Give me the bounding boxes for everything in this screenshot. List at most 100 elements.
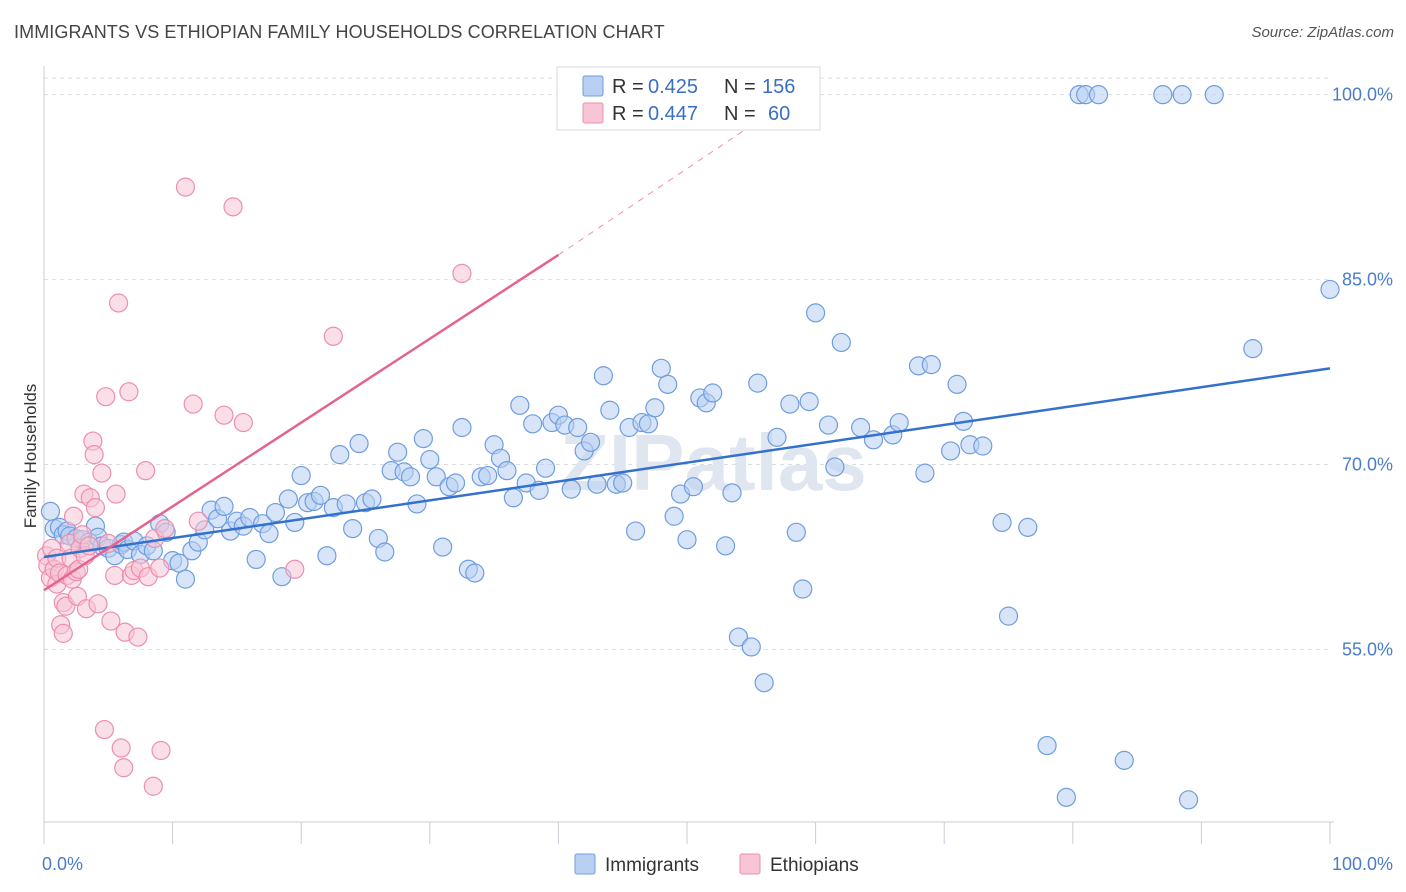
ethiopians-point-61 (323, 326, 343, 346)
chart-title: IMMIGRANTS VS ETHIOPIAN FAMILY HOUSEHOLD… (14, 22, 665, 42)
immigrants-point-98 (645, 398, 665, 418)
immigrants-point-100 (658, 374, 678, 394)
grid-lines (44, 77, 1330, 650)
immigrants-point-41 (278, 489, 298, 509)
ethiopians-point-55 (183, 394, 203, 414)
ethiopians-point-52 (151, 740, 171, 761)
immigrants-point-103 (677, 530, 697, 550)
immigrants-point-135 (992, 512, 1012, 533)
immigrants-point-88 (580, 432, 601, 452)
immigrants-point-76 (503, 488, 523, 508)
immigrants-point-121 (825, 457, 845, 477)
legend-r-value-2: 0.447 (648, 103, 698, 125)
ethiopians-point-36 (105, 565, 125, 586)
legend-swatch-immigrants (582, 75, 604, 97)
immigrants-point-49 (330, 445, 350, 465)
immigrants-point-139 (1056, 787, 1076, 807)
immigrants-point-119 (805, 303, 826, 323)
immigrants-point-85 (561, 479, 581, 499)
legend-r-label-2: R = (612, 103, 644, 125)
immigrants-point-118 (799, 392, 819, 412)
immigrants-point-116 (786, 522, 806, 542)
immigrants-point-52 (349, 433, 369, 454)
immigrants-point-147 (1204, 85, 1224, 105)
ethiopians-point-16 (63, 506, 84, 526)
immigrants-point-131 (947, 374, 967, 394)
bottom-legend-label-ethiopians: Ethiopians (770, 855, 859, 876)
bottom-legend-swatch-immigrants (574, 853, 596, 875)
x-tick-label-1: 100.0% (1332, 854, 1393, 874)
immigrants-point-75 (497, 461, 517, 481)
ethiopians-point-58 (223, 197, 243, 217)
immigrants-point-56 (375, 542, 395, 562)
ethiopians-point-35 (101, 611, 121, 631)
immigrants-point-122 (831, 332, 851, 353)
y-tick-label-0: 55.0% (1342, 639, 1393, 659)
immigrants-point-36 (246, 549, 266, 570)
immigrants-point-31 (214, 496, 234, 517)
immigrants-point-111 (741, 637, 761, 657)
immigrants-point-90 (593, 366, 614, 386)
axes (43, 66, 1334, 844)
ethiopians-point-28 (84, 445, 104, 465)
immigrants-point-143 (1114, 750, 1134, 770)
immigrants-point-109 (722, 483, 742, 503)
trend-lines (43, 125, 1331, 592)
ethiopians-point-49 (143, 776, 163, 796)
immigrants-point-107 (703, 383, 723, 403)
ethiopians-point-45 (128, 627, 148, 647)
ethiopians-point-57 (214, 405, 234, 425)
ethiopians-point-62 (452, 263, 472, 284)
ethiopians-point-54 (175, 177, 196, 197)
immigrants-point-138 (1037, 735, 1057, 756)
ethiopians-point-38 (108, 293, 129, 313)
immigrants-point-43 (291, 465, 311, 486)
x-tick-label-0: 0.0% (42, 854, 83, 874)
watermark: ZIPatlas (560, 418, 867, 507)
tick-labels: 55.0% 70.0% 85.0% 100.0% 0.0% 100.0% (42, 85, 1393, 874)
immigrants-point-58 (388, 442, 408, 462)
immigrants-point-63 (420, 449, 440, 470)
ethiopians-point-59 (233, 412, 253, 433)
ethiopians-points (36, 177, 472, 796)
immigrants-point-149 (1320, 279, 1340, 300)
immigrants-point-60 (400, 467, 421, 487)
immigrants-point-97 (638, 414, 659, 434)
immigrants-point-145 (1172, 85, 1192, 105)
immigrants-point-126 (889, 412, 909, 433)
immigrants-point-72 (478, 465, 498, 486)
immigrants-point-108 (715, 536, 736, 556)
immigrants-point-51 (343, 518, 363, 539)
ethiopians-point-47 (135, 461, 156, 481)
immigrants-point-144 (1153, 85, 1173, 105)
ethiopians-point-32 (94, 719, 115, 740)
immigrants-point-146 (1178, 790, 1199, 810)
y-tick-label-1: 70.0% (1342, 454, 1393, 474)
immigrants-point-47 (317, 546, 337, 566)
immigrants-point-39 (265, 502, 286, 523)
ethiopians-trend-extension (558, 125, 752, 256)
ethiopians-point-37 (106, 484, 126, 504)
ethiopians-point-53 (155, 518, 175, 539)
ethiopians-point-42 (119, 382, 139, 402)
immigrants-point-70 (465, 563, 485, 583)
immigrants-point-114 (767, 427, 787, 447)
ethiopians-point-56 (188, 511, 208, 531)
ethiopians-point-33 (96, 387, 116, 407)
legend-n-label-1: N = (724, 76, 756, 98)
bottom-legend-swatch-ethiopians (739, 853, 761, 875)
immigrants-point-129 (921, 355, 941, 375)
immigrants-point-65 (433, 537, 453, 557)
ethiopians-point-51 (150, 558, 170, 578)
immigrants-point-137 (1018, 517, 1038, 537)
bottom-legend: Immigrants Ethiopians (574, 853, 859, 876)
immigrants-point-62 (413, 429, 433, 449)
immigrants-point-113 (754, 673, 774, 693)
immigrants-point-46 (310, 485, 331, 505)
y-tick-label-2: 85.0% (1342, 270, 1393, 290)
legend-r-value-1: 0.425 (648, 76, 698, 98)
immigrants-point-142 (1088, 85, 1109, 105)
immigrants-point-95 (625, 521, 646, 541)
immigrants-point-68 (452, 417, 472, 438)
